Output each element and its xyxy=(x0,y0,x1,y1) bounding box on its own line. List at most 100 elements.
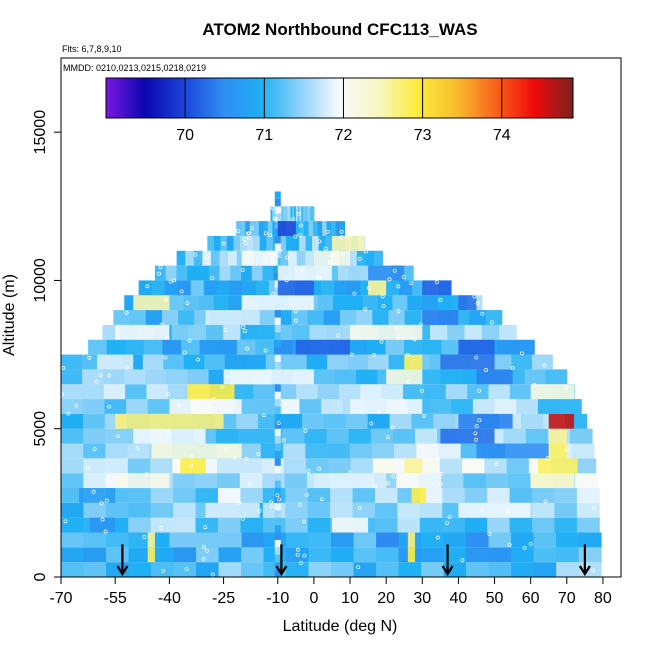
sample-point xyxy=(390,425,395,430)
colorbar-tick-label: 70 xyxy=(176,127,194,144)
band-cell xyxy=(308,206,311,222)
sample-point xyxy=(376,410,381,415)
band-cell xyxy=(165,265,177,281)
sample-point xyxy=(179,289,184,294)
sample-point xyxy=(543,499,548,504)
sample-point xyxy=(157,271,161,276)
band-cell xyxy=(503,428,527,444)
sample-point xyxy=(420,388,424,393)
band-cell xyxy=(318,235,326,251)
band-patch xyxy=(89,517,116,533)
sample-point xyxy=(277,207,282,212)
sample-points xyxy=(61,206,597,577)
sample-point xyxy=(247,231,252,236)
band-cell xyxy=(317,384,340,400)
band-cell xyxy=(359,265,371,281)
sample-point xyxy=(63,519,68,524)
band-cell xyxy=(308,562,332,577)
band-cell xyxy=(240,324,259,340)
band-cell xyxy=(239,473,263,489)
sample-point xyxy=(295,552,300,557)
sample-point xyxy=(135,446,140,451)
band-cell xyxy=(151,280,166,296)
sample-point xyxy=(317,275,321,280)
band-cell xyxy=(464,517,488,533)
band-cell xyxy=(334,369,357,385)
sample-point xyxy=(396,309,401,314)
profile-cell xyxy=(274,213,281,222)
band-cell xyxy=(433,413,456,429)
band-cell xyxy=(262,265,274,281)
band-cell xyxy=(162,339,182,355)
sample-point xyxy=(204,255,209,259)
band-cell xyxy=(389,413,412,429)
sample-point xyxy=(320,497,324,502)
band-cell xyxy=(327,443,351,459)
sample-point xyxy=(248,481,253,486)
band-cell xyxy=(113,310,131,325)
band-cell xyxy=(178,310,195,325)
band-cell xyxy=(303,221,309,236)
sample-point xyxy=(205,548,209,553)
band-cell xyxy=(356,310,373,325)
band-cell xyxy=(348,250,358,266)
band-cell xyxy=(128,488,152,503)
band-cell xyxy=(279,235,287,251)
sample-point xyxy=(241,325,246,329)
band-cell xyxy=(462,458,485,474)
band-cell xyxy=(233,235,241,251)
band-cell xyxy=(255,280,270,296)
band-cell xyxy=(419,517,443,533)
sample-point xyxy=(188,463,193,468)
band-cell xyxy=(143,339,163,355)
band-cell xyxy=(176,250,186,266)
band-cell xyxy=(61,458,84,474)
sample-point xyxy=(484,368,488,373)
band-cell xyxy=(488,562,512,577)
band-cell xyxy=(128,562,152,577)
band-cell xyxy=(83,473,107,489)
sample-point xyxy=(507,542,512,547)
band-cell xyxy=(228,295,244,311)
band-cell xyxy=(294,206,297,222)
band-cell xyxy=(128,547,152,563)
band-cell xyxy=(439,458,463,474)
band-patch xyxy=(458,502,531,518)
sample-point xyxy=(100,517,105,522)
sample-point xyxy=(357,256,362,261)
band-cell xyxy=(443,547,467,563)
band-cell xyxy=(208,265,221,281)
sample-point xyxy=(271,292,275,297)
band-cell xyxy=(103,384,126,400)
sample-point xyxy=(237,500,241,505)
sample-point xyxy=(385,435,390,440)
band-cell xyxy=(147,399,170,414)
band-patch xyxy=(368,265,405,281)
sample-point xyxy=(201,545,206,549)
band-cell xyxy=(515,339,535,355)
sample-point xyxy=(385,481,390,486)
profile-cell xyxy=(274,532,281,540)
band-cell xyxy=(376,547,400,563)
sample-point xyxy=(306,468,311,473)
sample-point xyxy=(330,253,335,258)
band-cell xyxy=(481,324,500,340)
band-cell xyxy=(375,517,398,533)
band-cell xyxy=(210,250,221,266)
sample-point xyxy=(317,466,322,471)
colorbar-tick-label: 73 xyxy=(414,127,432,144)
sample-point xyxy=(91,489,96,494)
sample-point xyxy=(494,462,499,467)
band-cell xyxy=(511,532,535,548)
x-tick-label: 70 xyxy=(558,590,576,607)
band-cell xyxy=(126,399,149,414)
band-cell xyxy=(437,295,453,311)
band-patch xyxy=(205,310,260,325)
profile-cell xyxy=(274,235,281,244)
band-cell xyxy=(578,532,602,548)
band-cell xyxy=(469,310,487,325)
sample-point xyxy=(302,519,306,524)
band-patch xyxy=(147,547,155,563)
band-cell xyxy=(385,339,405,355)
band-cell xyxy=(352,502,376,518)
